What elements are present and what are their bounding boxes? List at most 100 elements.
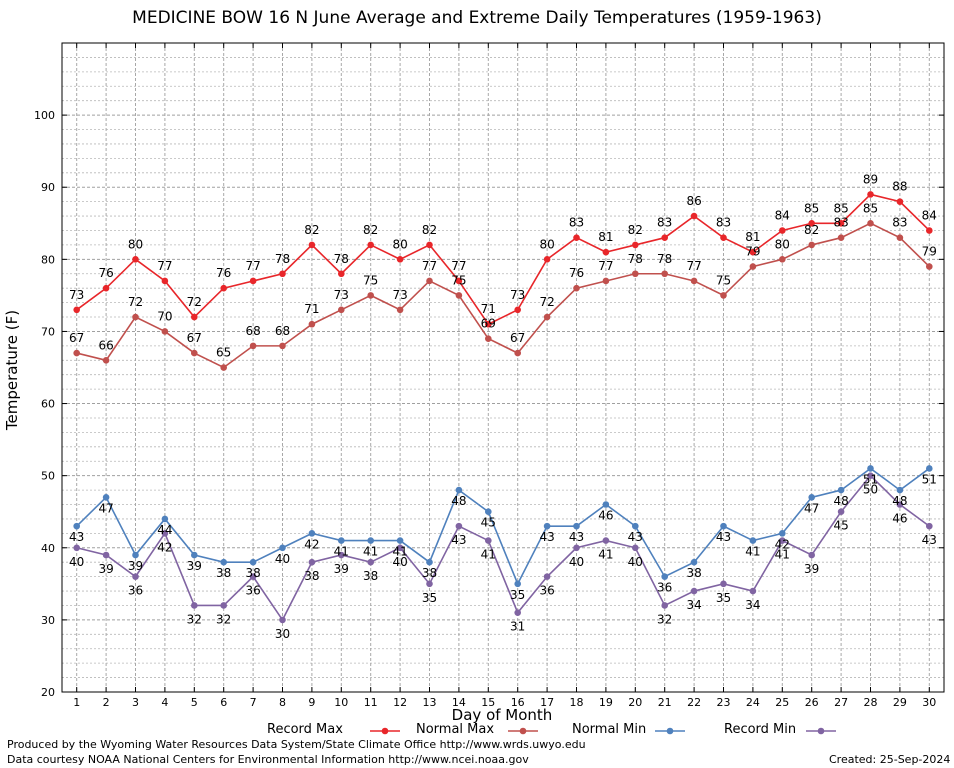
data-label-normal-max: 70 xyxy=(157,309,172,323)
data-point-normal-min xyxy=(808,494,815,501)
data-point-record-min xyxy=(573,544,580,552)
data-label-record-max: 82 xyxy=(363,223,378,237)
y-tick-label: 50 xyxy=(41,470,55,483)
data-point-normal-min xyxy=(396,537,404,544)
data-point-normal-max xyxy=(749,263,757,270)
y-tick-label: 100 xyxy=(34,109,55,122)
data-label-record-max: 80 xyxy=(539,237,554,251)
data-point-record-max xyxy=(514,306,521,314)
data-point-normal-max xyxy=(808,241,815,249)
data-label-record-min: 34 xyxy=(745,598,760,612)
data-label-normal-max: 75 xyxy=(716,273,731,287)
data-label-record-max: 83 xyxy=(657,216,672,230)
x-tick-label: 8 xyxy=(279,696,286,709)
data-point-record-min xyxy=(132,573,139,580)
data-label-normal-min: 39 xyxy=(128,559,143,573)
data-point-normal-max xyxy=(543,313,551,321)
data-point-normal-min xyxy=(220,558,227,566)
data-point-normal-max xyxy=(837,234,845,241)
x-tick-label: 21 xyxy=(658,696,672,709)
data-point-normal-max xyxy=(73,349,80,357)
x-tick-label: 19 xyxy=(599,696,613,709)
x-tick-label: 24 xyxy=(746,696,760,709)
data-point-record-max xyxy=(543,256,551,263)
data-point-record-min xyxy=(867,472,874,479)
y-tick-label: 70 xyxy=(41,325,55,338)
x-tick-label: 26 xyxy=(805,696,819,709)
data-point-record-min xyxy=(543,573,551,580)
data-point-record-min xyxy=(602,537,610,544)
legend-label-normal-max: Normal Max xyxy=(416,722,495,737)
data-label-record-max: 73 xyxy=(69,288,84,302)
x-tick-label: 20 xyxy=(628,696,642,709)
data-point-normal-min xyxy=(514,580,521,588)
data-label-record-max: 80 xyxy=(392,237,407,251)
data-label-record-min: 40 xyxy=(392,555,407,569)
legend-normal-min: Normal Min xyxy=(572,722,646,737)
legend-label-record-max: Record Max xyxy=(267,722,343,737)
data-point-normal-max xyxy=(602,277,610,285)
data-label-normal-min: 43 xyxy=(539,530,554,544)
data-point-record-max xyxy=(132,256,139,263)
data-label-record-min: 39 xyxy=(98,562,113,576)
data-point-record-max xyxy=(426,241,433,249)
data-label-record-max: 81 xyxy=(745,230,760,244)
data-label-normal-max: 79 xyxy=(745,245,760,259)
data-point-record-max xyxy=(779,227,786,234)
x-tick-label: 10 xyxy=(334,696,348,709)
data-label-normal-max: 82 xyxy=(804,223,819,237)
data-point-normal-min xyxy=(690,558,698,566)
data-label-record-min: 50 xyxy=(863,483,878,497)
data-label-record-min: 40 xyxy=(569,555,584,569)
data-point-record-max xyxy=(808,219,815,227)
data-point-normal-min xyxy=(367,537,375,544)
data-label-normal-max: 77 xyxy=(686,259,701,273)
x-tick-label: 5 xyxy=(191,696,198,709)
data-point-record-max xyxy=(161,277,169,285)
data-point-normal-min xyxy=(896,486,904,494)
data-point-normal-min xyxy=(602,501,610,508)
data-label-normal-max: 85 xyxy=(863,201,878,215)
data-point-normal-max xyxy=(867,219,874,227)
data-label-record-max: 71 xyxy=(481,302,496,316)
data-label-normal-max: 83 xyxy=(833,216,848,230)
x-tick-label: 1 xyxy=(73,696,80,709)
data-point-normal-min xyxy=(720,522,727,530)
data-label-record-min: 41 xyxy=(775,548,790,562)
data-point-normal-min xyxy=(249,558,257,566)
data-label-normal-min: 39 xyxy=(187,559,202,573)
data-label-normal-min: 51 xyxy=(922,472,937,486)
data-label-record-min: 43 xyxy=(922,533,937,547)
data-point-normal-max xyxy=(396,306,404,314)
plot-frame xyxy=(61,42,945,693)
x-tick-label: 7 xyxy=(250,696,257,709)
x-tick-label: 16 xyxy=(511,696,525,709)
data-label-normal-max: 73 xyxy=(392,288,407,302)
data-point-normal-max xyxy=(132,313,139,321)
data-label-record-max: 77 xyxy=(245,259,260,273)
data-point-normal-min xyxy=(632,522,639,530)
data-label-normal-max: 69 xyxy=(481,317,496,331)
data-point-record-max xyxy=(867,191,874,198)
data-point-record-min xyxy=(720,580,727,588)
x-tick-label: 18 xyxy=(570,696,584,709)
data-label-record-min: 46 xyxy=(892,512,907,526)
data-point-normal-min xyxy=(338,537,345,544)
data-label-record-max: 80 xyxy=(128,237,143,251)
data-label-record-max: 76 xyxy=(98,266,113,280)
y-tick-label: 40 xyxy=(41,542,55,555)
data-label-record-min: 32 xyxy=(216,612,231,626)
data-point-normal-min xyxy=(73,522,80,530)
data-point-normal-min xyxy=(749,537,757,544)
data-point-record-min xyxy=(514,609,521,616)
data-point-record-min xyxy=(73,544,80,552)
x-tick-label: 12 xyxy=(393,696,407,709)
data-label-normal-min: 46 xyxy=(598,509,613,523)
data-label-normal-max: 72 xyxy=(539,295,554,309)
data-label-record-min: 32 xyxy=(187,612,202,626)
data-point-record-max xyxy=(602,248,610,256)
data-label-record-min: 35 xyxy=(716,591,731,605)
data-point-normal-max xyxy=(485,335,492,342)
data-point-normal-max xyxy=(455,292,463,299)
